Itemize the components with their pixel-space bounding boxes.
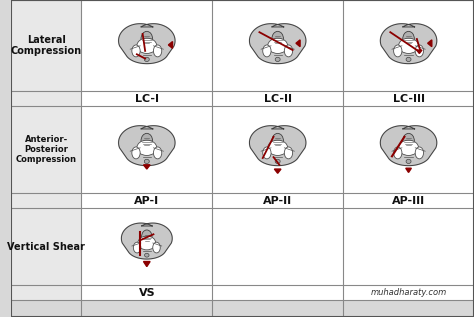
Polygon shape [118, 126, 175, 166]
Polygon shape [249, 126, 306, 166]
Bar [82, 285, 212, 300]
Bar [212, 106, 343, 193]
Ellipse shape [141, 31, 153, 47]
Ellipse shape [403, 31, 414, 47]
Ellipse shape [263, 45, 271, 57]
Bar [212, 193, 343, 208]
Ellipse shape [393, 147, 402, 159]
Text: AP-III: AP-III [392, 196, 425, 205]
Polygon shape [144, 165, 150, 169]
Ellipse shape [393, 45, 402, 57]
Ellipse shape [154, 147, 162, 159]
Ellipse shape [275, 159, 280, 164]
Text: Vertical Shear: Vertical Shear [7, 242, 85, 251]
Ellipse shape [145, 253, 149, 257]
Bar [11, 285, 82, 300]
Bar [343, 106, 474, 193]
Bar [82, 193, 212, 208]
Text: LC-II: LC-II [264, 94, 292, 103]
Polygon shape [168, 42, 173, 49]
Bar [212, 208, 343, 285]
Ellipse shape [132, 45, 140, 57]
Ellipse shape [403, 133, 414, 149]
Text: Lateral
Compression: Lateral Compression [10, 35, 82, 56]
Bar [343, 0, 474, 91]
Polygon shape [380, 126, 437, 166]
Ellipse shape [154, 45, 162, 57]
Ellipse shape [406, 57, 411, 61]
Polygon shape [121, 223, 172, 259]
Ellipse shape [144, 159, 149, 164]
Ellipse shape [137, 38, 157, 54]
Polygon shape [380, 24, 437, 64]
Ellipse shape [138, 236, 156, 250]
Bar [82, 91, 212, 106]
Bar [343, 208, 474, 285]
Polygon shape [296, 40, 300, 47]
Bar [212, 285, 343, 300]
Bar [343, 285, 474, 300]
Polygon shape [417, 50, 422, 54]
Ellipse shape [137, 140, 157, 155]
Polygon shape [118, 24, 175, 64]
Bar [82, 208, 212, 285]
Text: AP-I: AP-I [134, 196, 159, 205]
Ellipse shape [399, 38, 419, 54]
Bar [11, 193, 82, 208]
Text: AP-II: AP-II [263, 196, 292, 205]
Bar [11, 91, 82, 106]
Bar [343, 91, 474, 106]
Polygon shape [406, 168, 411, 172]
Ellipse shape [399, 140, 419, 155]
Bar [212, 0, 343, 91]
Ellipse shape [415, 45, 423, 57]
Ellipse shape [268, 38, 288, 54]
Ellipse shape [275, 57, 280, 61]
Ellipse shape [132, 147, 140, 159]
Bar [82, 106, 212, 193]
Ellipse shape [263, 147, 271, 159]
Polygon shape [274, 169, 281, 173]
Bar [343, 193, 474, 208]
Ellipse shape [142, 230, 152, 244]
Ellipse shape [272, 31, 283, 47]
Ellipse shape [415, 147, 423, 159]
Bar [11, 0, 82, 91]
Ellipse shape [406, 159, 411, 164]
Polygon shape [249, 24, 306, 64]
Polygon shape [428, 40, 432, 47]
Ellipse shape [284, 147, 292, 159]
Ellipse shape [284, 45, 292, 57]
Bar [212, 91, 343, 106]
Ellipse shape [272, 133, 283, 149]
Text: VS: VS [138, 288, 155, 297]
Text: LC-I: LC-I [135, 94, 159, 103]
Polygon shape [144, 262, 150, 267]
Text: muhadharaty.com: muhadharaty.com [371, 288, 447, 297]
Ellipse shape [141, 133, 153, 149]
Bar [11, 106, 82, 193]
Bar [11, 208, 82, 285]
Ellipse shape [133, 242, 141, 253]
Ellipse shape [144, 57, 149, 61]
Text: LC-III: LC-III [392, 94, 425, 103]
Bar [11, 300, 474, 317]
Bar [82, 0, 212, 91]
Ellipse shape [153, 242, 160, 253]
Text: Anterior-
Posterior
Compression: Anterior- Posterior Compression [16, 135, 77, 165]
Ellipse shape [268, 140, 288, 155]
Bar [11, 300, 82, 317]
